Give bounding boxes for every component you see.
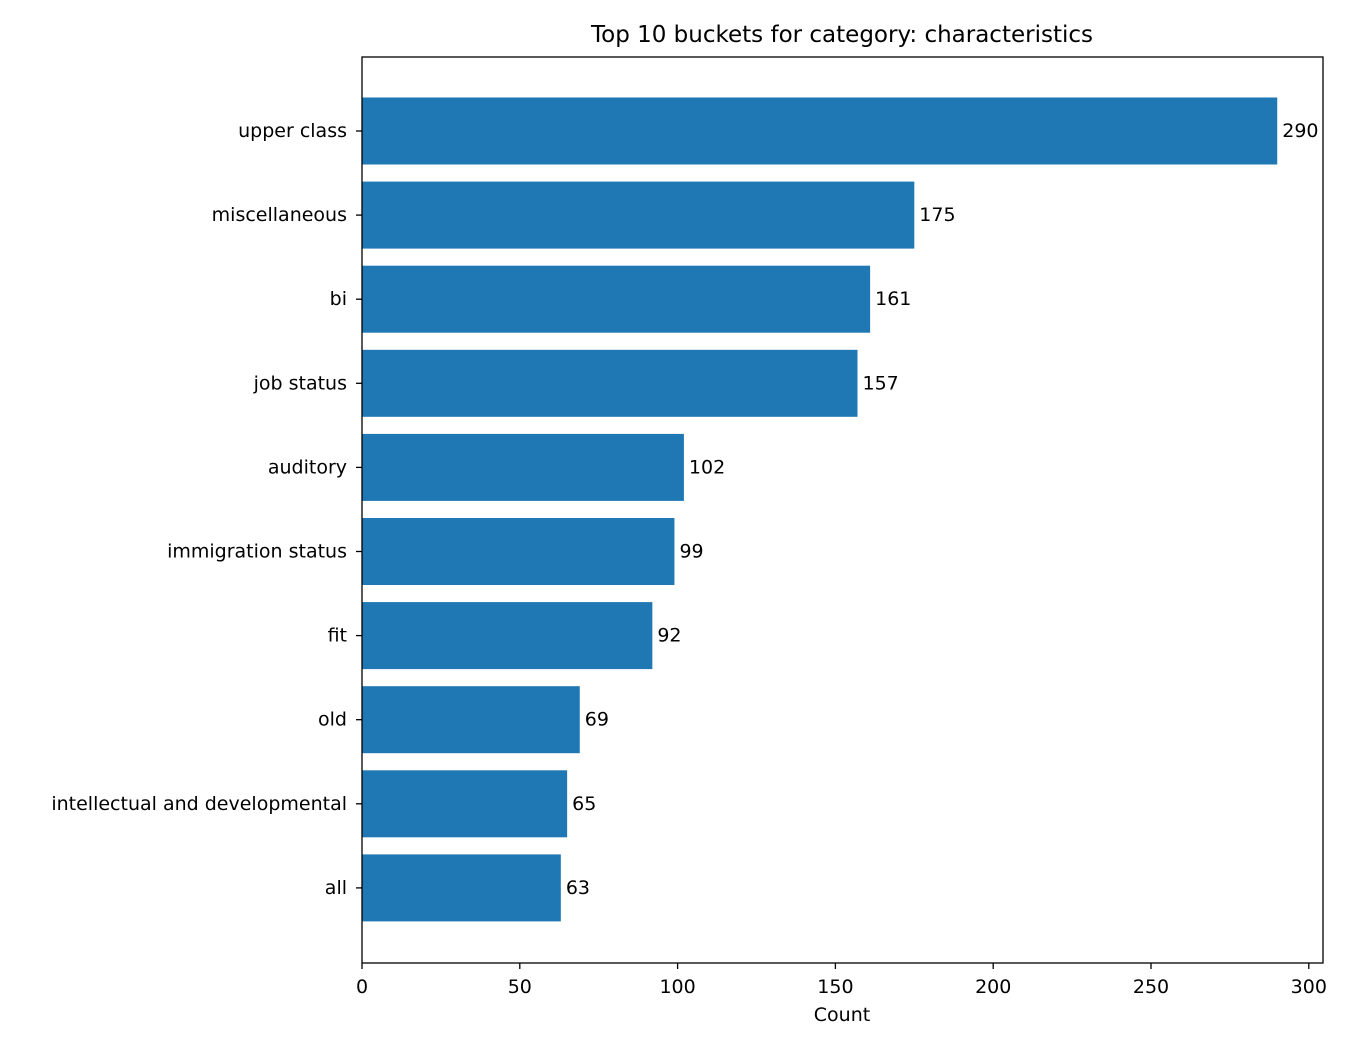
- x-tick-label: 250: [1133, 976, 1169, 998]
- x-tick-label: 150: [817, 976, 853, 998]
- category-label: miscellaneous: [212, 204, 347, 226]
- bar: [362, 265, 871, 333]
- x-axis-title: Count: [814, 1004, 870, 1026]
- bar: [362, 770, 568, 838]
- x-tick-label: 50: [508, 976, 532, 998]
- bar: [362, 518, 675, 585]
- chart-title: Top 10 buckets for category: characteris…: [590, 22, 1093, 48]
- value-label: 102: [689, 456, 725, 478]
- category-label: auditory: [268, 456, 347, 478]
- value-labels-layer: 290 175 161 157 102 99 92 69 65 63: [566, 120, 1319, 899]
- bar: [362, 181, 915, 249]
- bar: [362, 349, 858, 417]
- category-label: upper class: [238, 120, 347, 142]
- category-label: bi: [330, 288, 347, 310]
- x-tick-label: 100: [659, 976, 695, 998]
- x-tick-label: 200: [975, 976, 1011, 998]
- value-label: 290: [1282, 120, 1318, 142]
- category-label: immigration status: [167, 541, 347, 563]
- x-tick-label: 0: [356, 976, 368, 998]
- category-label: old: [318, 709, 347, 731]
- bars-layer: [362, 97, 1278, 922]
- bar: [362, 433, 684, 501]
- value-label: 63: [566, 877, 590, 899]
- category-label: job status: [253, 372, 347, 394]
- category-label: intellectual and developmental: [51, 793, 347, 815]
- x-tick-label: 300: [1291, 976, 1327, 998]
- value-label: 69: [585, 709, 609, 731]
- bar: [362, 97, 1278, 165]
- value-label: 65: [572, 793, 596, 815]
- value-label: 99: [679, 541, 703, 563]
- bar: [362, 602, 653, 670]
- category-label: fit: [328, 625, 347, 647]
- bar: [362, 686, 580, 754]
- value-label: 175: [919, 204, 955, 226]
- category-label: all: [325, 877, 347, 899]
- value-label: 161: [875, 288, 911, 310]
- bar: [362, 854, 561, 922]
- x-axis: 0 50 100 150 200 250 300: [356, 963, 1327, 998]
- value-label: 92: [657, 625, 681, 647]
- plot-frame: [361, 56, 1324, 964]
- value-label: 157: [862, 372, 898, 394]
- y-axis: upper class miscellaneous bi job status audi…: [51, 120, 362, 899]
